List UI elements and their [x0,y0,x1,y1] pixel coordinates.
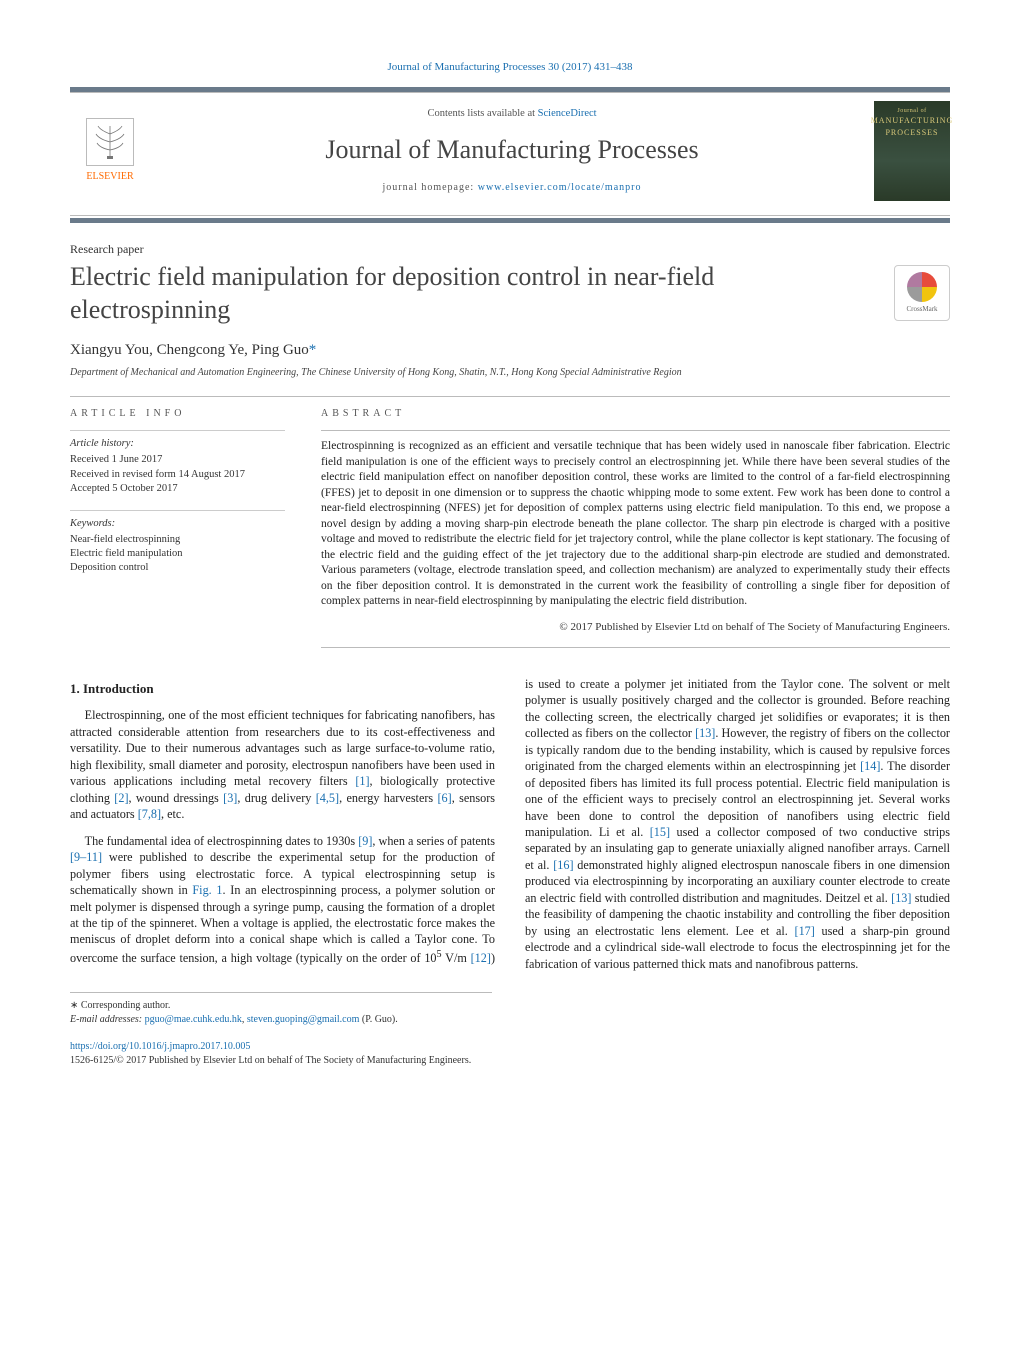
abstract-column: ABSTRACT Electrospinning is recognized a… [321,407,950,648]
journal-homepage-link[interactable]: www.elsevier.com/locate/manpro [478,182,642,193]
elsevier-logo[interactable]: ELSEVIER [70,107,150,195]
t: , energy harvesters [339,791,437,805]
abstract-label: ABSTRACT [321,407,950,421]
t: , etc. [161,807,184,821]
journal-cover-thumb[interactable]: Journal of MANUFACTURING PROCESSES [874,101,950,201]
t: come the surface tension, a high voltage… [92,951,437,965]
affiliation: Department of Mechanical and Automation … [70,366,950,380]
keyword-item: Deposition control [70,561,285,575]
journal-name: Journal of Manufacturing Processes [150,132,874,167]
cover-line1: Journal of [897,107,926,115]
crossmark-badge[interactable]: CrossMark [894,265,950,321]
history-head: Article history: [70,437,285,451]
email-link[interactable]: pguo@mae.cuhk.edu.hk [145,1014,242,1025]
history-item: Received in revised form 14 August 2017 [70,468,285,482]
asterisk: ∗ [70,1000,81,1011]
ref-link[interactable]: [3] [223,791,237,805]
body-paragraph: Electrospinning, one of the most efficie… [70,707,495,822]
accent-bar-lower [70,218,950,223]
body-two-column: 1. Introduction Electrospinning, one of … [70,676,950,975]
journal-homepage-line: journal homepage: www.elsevier.com/locat… [150,181,874,195]
t: The fundamental idea of electrospinning … [85,834,359,848]
ref-link[interactable]: [9] [358,834,372,848]
elsevier-tree-icon [86,118,134,166]
ref-link[interactable]: [14] [860,759,880,773]
sciencedirect-link[interactable]: ScienceDirect [538,108,597,119]
authors-text: Xiangyu You, Chengcong Ye, Ping Guo [70,342,309,358]
cover-line2: MANUFACTURING [871,116,954,127]
t: , drug delivery [237,791,315,805]
ref-link[interactable]: [1] [355,774,369,788]
issn-copyright: 1526-6125/© 2017 Published by Elsevier L… [70,1054,950,1068]
ref-link[interactable]: [13] [891,891,911,905]
corresponding-marker[interactable]: * [309,342,317,358]
section-heading: 1. Introduction [70,680,495,698]
divider [321,647,950,648]
ref-link[interactable]: [7,8] [138,807,161,821]
t: demonstrated highly aligned electrospun … [525,858,950,905]
ref-link[interactable]: [13] [695,726,715,740]
t: , wound dressings [129,791,224,805]
author-list: Xiangyu You, Chengcong Ye, Ping Guo* [70,340,950,360]
keyword-item: Near-field electrospinning [70,533,285,547]
email-link[interactable]: steven.guoping@gmail.com [247,1014,360,1025]
divider [321,430,950,431]
contents-available-line: Contents lists available at ScienceDirec… [150,107,874,121]
crossmark-label: CrossMark [906,305,937,314]
t: , when a series of patents [372,834,495,848]
header-citation[interactable]: Journal of Manufacturing Processes 30 (2… [70,60,950,75]
abstract-copyright: © 2017 Published by Elsevier Ltd on beha… [321,620,950,635]
ref-link[interactable]: [17] [795,924,815,938]
contents-prefix: Contents lists available at [427,108,537,119]
article-title: Electric field manipulation for depositi… [70,261,874,326]
divider [70,396,950,397]
page-footer: https://doi.org/10.1016/j.jmapro.2017.10… [70,1040,950,1067]
article-type-label: Research paper [70,241,950,257]
figure-link[interactable]: Fig. 1 [192,883,222,897]
article-info-column: ARTICLE INFO Article history: Received 1… [70,407,285,648]
keyword-item: Electric field manipulation [70,547,285,561]
elsevier-wordmark: ELSEVIER [86,170,133,184]
ref-link[interactable]: [12] [471,951,491,965]
keywords-head: Keywords: [70,517,285,531]
t: V/m [442,951,471,965]
ref-link[interactable]: [9–11] [70,850,102,864]
corresponding-footnote: ∗ Corresponding author. E-mail addresses… [70,992,492,1026]
ref-link[interactable]: [6] [438,791,452,805]
email-label: E-mail addresses: [70,1014,145,1025]
homepage-prefix: journal homepage: [383,182,478,193]
whom: (P. Guo). [359,1014,397,1025]
ref-link[interactable]: [2] [114,791,128,805]
history-item: Received 1 June 2017 [70,453,285,467]
crossmark-icon [907,272,937,302]
ref-link[interactable]: [4,5] [316,791,339,805]
abstract-text: Electrospinning is recognized as an effi… [321,439,950,610]
journal-header-bar: ELSEVIER Contents lists available at Sci… [70,92,950,216]
article-info-label: ARTICLE INFO [70,407,285,421]
corr-label: Corresponding author. [81,1000,170,1011]
cover-line3: PROCESSES [885,128,938,139]
ref-link[interactable]: [16] [553,858,573,872]
ref-link[interactable]: [15] [650,825,670,839]
doi-link[interactable]: https://doi.org/10.1016/j.jmapro.2017.10… [70,1041,250,1052]
keywords-block: Keywords: Near-field electrospinning Ele… [70,510,285,576]
article-history-block: Article history: Received 1 June 2017 Re… [70,430,285,496]
history-item: Accepted 5 October 2017 [70,482,285,496]
